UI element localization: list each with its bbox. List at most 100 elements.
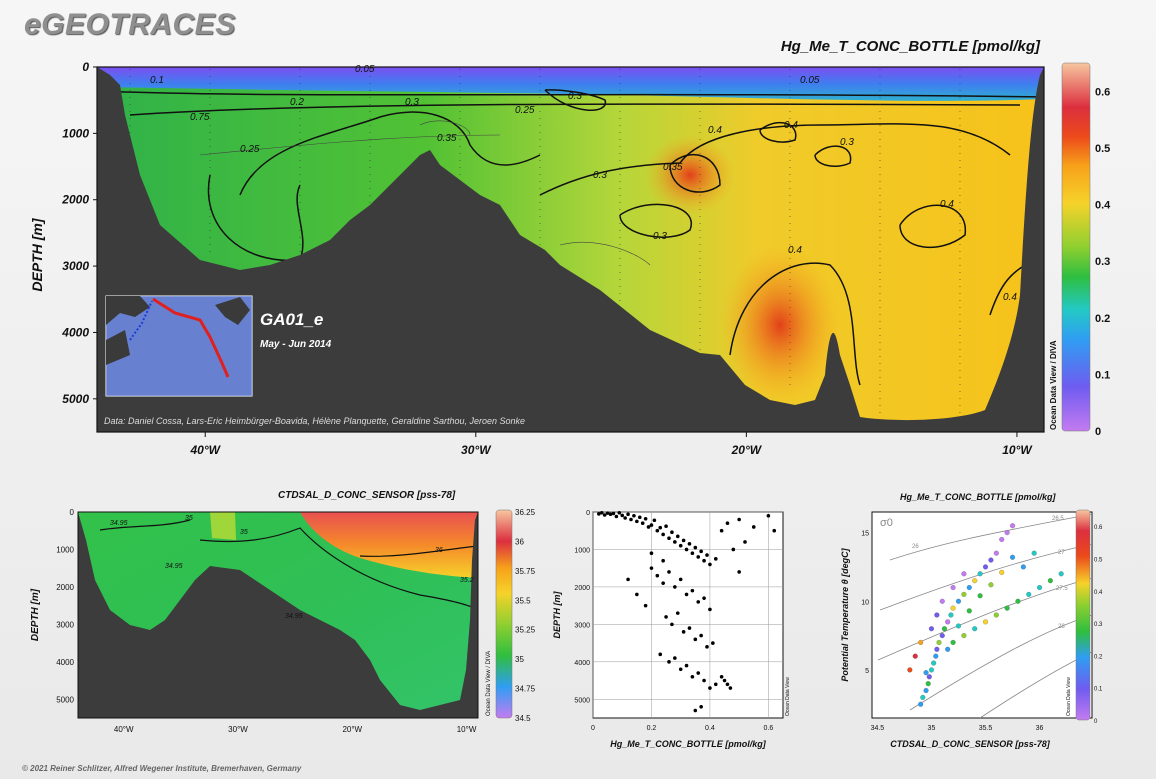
ts-point	[966, 608, 972, 614]
scatter-point	[640, 521, 645, 526]
ts-colorbar-tick: 0.3	[1094, 622, 1103, 628]
scatter-point	[658, 652, 663, 657]
salinity-y-tick: 1000	[56, 545, 74, 554]
scatter-point	[699, 549, 703, 554]
scatter-point	[687, 626, 692, 630]
ts-point	[1004, 530, 1010, 536]
scatter-point	[626, 512, 630, 517]
scatter-point	[681, 630, 686, 634]
salinity-y-tick: 5000	[56, 695, 74, 704]
high-hg-patch-upper	[645, 135, 735, 215]
ts-point	[955, 598, 961, 604]
main-contour-label: 0.3	[840, 137, 854, 148]
scatter-point	[655, 573, 660, 578]
scatter-point	[725, 521, 730, 526]
ts-point	[1020, 564, 1026, 570]
ts-point	[934, 612, 940, 618]
scatter-watermark: Ocean Data View	[785, 677, 791, 716]
scatter-point	[766, 513, 771, 518]
scatter-y-axis-label: DEPTH [m]	[552, 590, 562, 638]
scatter-point	[635, 519, 639, 524]
scatter-point	[661, 532, 665, 537]
main-contour-label: 0.05	[800, 75, 820, 86]
ts-point	[939, 598, 945, 604]
ts-point	[923, 688, 929, 694]
copyright-notice: © 2021 Reiner Schlitzer, Alfred Wegener …	[22, 764, 302, 773]
scatter-point	[705, 553, 709, 557]
scatter-x-axis-label: Hg_Me_T_CONC_BOTTLE [pmol/kg]	[610, 739, 767, 749]
ts-x-tick: 34.5	[871, 725, 885, 732]
scatter-point	[725, 682, 730, 687]
ts-y-tick: 5	[865, 668, 869, 675]
main-chart-title: Hg_Me_T_CONC_BOTTLE [pmol/kg]	[780, 38, 1040, 55]
scatter-point	[678, 577, 683, 582]
scatter-point	[649, 523, 654, 527]
scatter-point	[664, 524, 668, 529]
salinity-y-tick: 4000	[56, 658, 74, 667]
main-contour-label: 0.75	[190, 112, 210, 123]
scatter-point	[675, 534, 680, 539]
scatter-point	[684, 592, 689, 597]
scatter-x-tick: 0	[591, 725, 595, 732]
scatter-point	[728, 686, 733, 690]
scatter-point	[702, 558, 706, 563]
ts-watermark: Ocean Data View	[1066, 677, 1072, 716]
scatter-point	[690, 588, 695, 593]
ts-point	[945, 619, 951, 625]
scatter-point	[620, 513, 625, 518]
scatter-point	[702, 596, 706, 600]
scatter-point	[643, 516, 648, 521]
isopycnal-label: 28	[1058, 624, 1065, 630]
scatter-point	[617, 510, 622, 515]
ts-point	[907, 667, 913, 673]
scatter-point	[608, 512, 613, 517]
isopycnal-label: 26	[912, 544, 919, 550]
ts-colorbar-tick: 0.5	[1094, 557, 1103, 563]
salinity-x-tick: 10°W	[457, 725, 477, 734]
salinity-seafloor	[78, 512, 478, 718]
ts-point	[931, 660, 937, 666]
ts-point	[1010, 554, 1016, 560]
ts-point	[948, 612, 954, 618]
ts-point	[977, 593, 983, 599]
scatter-point	[658, 525, 663, 530]
salinity-contour-label: 35	[240, 529, 248, 536]
scatter-point	[684, 547, 689, 552]
scatter-point	[673, 585, 677, 589]
scatter-point	[655, 528, 660, 533]
scatter-point	[667, 570, 671, 574]
ts-point	[926, 674, 932, 680]
scatter-point	[661, 558, 665, 563]
scatter-point	[719, 675, 724, 679]
scatter-point	[681, 538, 686, 543]
ts-diagram-chart: σ0 26 26.5 27 27.5 28 5 10 15 34.5 35 35.5 36 Pote…	[840, 509, 1103, 749]
salinity-y-tick: 2000	[56, 583, 74, 592]
scatter-y-tick: 5000	[574, 697, 590, 704]
ts-point	[993, 612, 999, 618]
main-contour-label: 0.4	[940, 199, 954, 210]
scatter-point	[649, 566, 654, 570]
scatter-point	[629, 517, 633, 522]
scatter-point	[599, 510, 604, 515]
ts-point	[939, 633, 945, 639]
main-contour-label: 0.25	[240, 144, 260, 155]
main-contour-label: 0.05	[355, 64, 375, 75]
main-colorbar-tick: 0.4	[1095, 200, 1111, 212]
ts-point	[1004, 605, 1010, 611]
ts-point	[1037, 585, 1043, 591]
ts-x-tick: 36	[1036, 725, 1044, 732]
salinity-x-tick: 40°W	[114, 725, 134, 734]
salinity-colorbar	[495, 509, 513, 719]
scatter-point	[632, 513, 636, 518]
cruise-track-west	[129, 300, 153, 341]
isopycnal-label: 26.5	[1052, 516, 1064, 522]
ts-point	[912, 653, 918, 659]
salinity-y-axis-label: DEPTH [m]	[30, 588, 41, 641]
salinity-colorbar-tick: 35	[515, 655, 524, 664]
ts-point	[936, 639, 942, 645]
scatter-x-tick: 0.2	[647, 725, 657, 732]
scatter-point	[719, 528, 724, 533]
main-watermark: Ocean Data View / DIVA	[1049, 340, 1058, 430]
ts-point	[918, 701, 924, 707]
main-x-tick: 30°W	[461, 443, 492, 457]
